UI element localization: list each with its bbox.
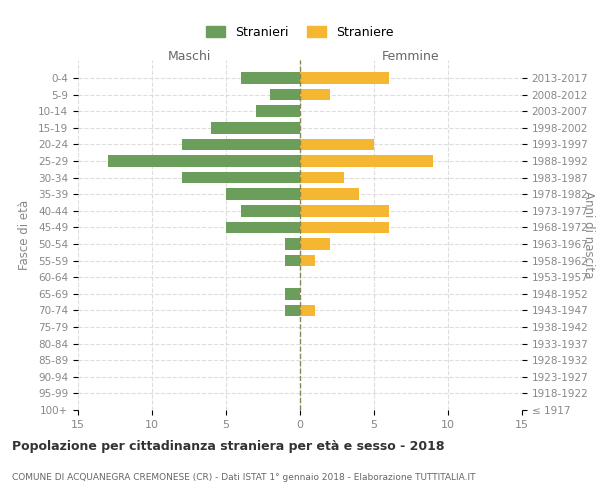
- Bar: [226, 188, 300, 200]
- Bar: [300, 238, 329, 250]
- Bar: [300, 222, 389, 233]
- Bar: [211, 122, 300, 134]
- Bar: [285, 238, 300, 250]
- Bar: [182, 138, 300, 150]
- Text: Femmine: Femmine: [382, 50, 440, 63]
- Text: Popolazione per cittadinanza straniera per età e sesso - 2018: Popolazione per cittadinanza straniera p…: [12, 440, 445, 453]
- Bar: [285, 255, 300, 266]
- Bar: [300, 205, 389, 216]
- Bar: [300, 188, 359, 200]
- Bar: [271, 89, 300, 101]
- Bar: [107, 155, 300, 167]
- Legend: Stranieri, Straniere: Stranieri, Straniere: [202, 20, 398, 44]
- Bar: [256, 106, 300, 117]
- Bar: [300, 138, 374, 150]
- Text: COMUNE DI ACQUANEGRA CREMONESE (CR) - Dati ISTAT 1° gennaio 2018 - Elaborazione : COMUNE DI ACQUANEGRA CREMONESE (CR) - Da…: [12, 473, 476, 482]
- Bar: [300, 89, 329, 101]
- Bar: [300, 304, 315, 316]
- Text: Maschi: Maschi: [167, 50, 211, 63]
- Y-axis label: Anni di nascita: Anni di nascita: [583, 192, 595, 278]
- Bar: [182, 172, 300, 184]
- Bar: [241, 205, 300, 216]
- Bar: [285, 304, 300, 316]
- Bar: [285, 288, 300, 300]
- Bar: [300, 155, 433, 167]
- Y-axis label: Fasce di età: Fasce di età: [18, 200, 31, 270]
- Bar: [300, 255, 315, 266]
- Bar: [226, 222, 300, 233]
- Bar: [241, 72, 300, 84]
- Bar: [300, 172, 344, 184]
- Bar: [300, 72, 389, 84]
